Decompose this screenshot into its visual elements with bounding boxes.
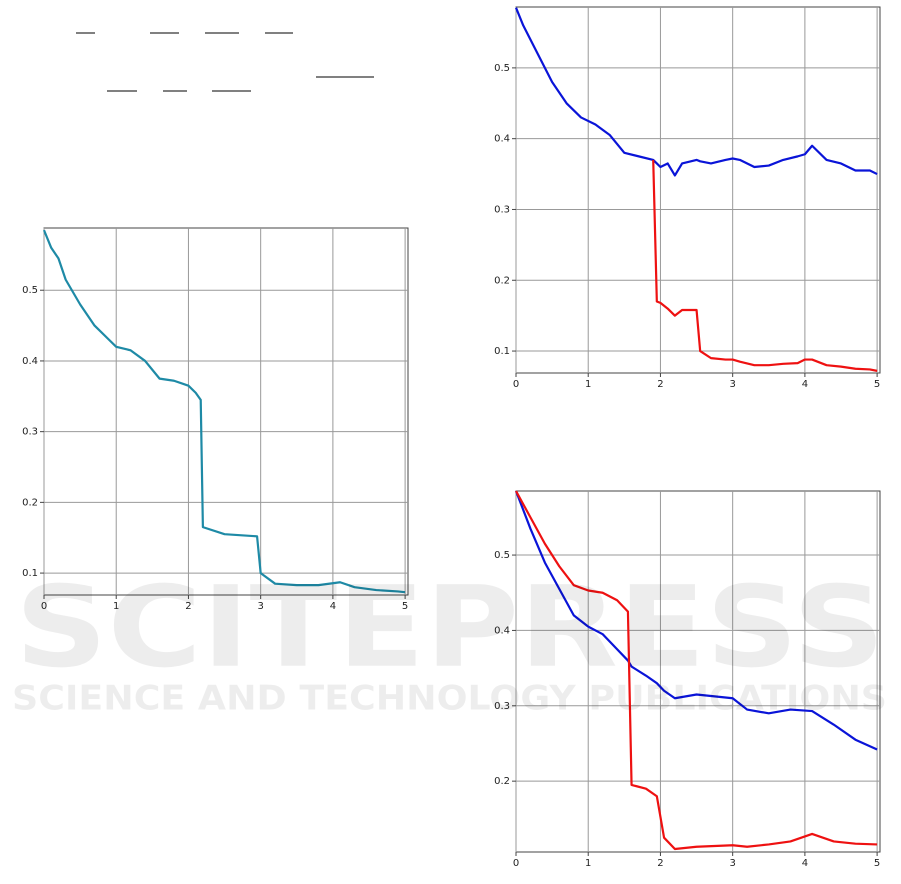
y-tick-label: 0.5	[494, 63, 510, 74]
plot-area	[515, 490, 881, 853]
x-tick-label: 3	[729, 858, 735, 869]
y-tick-label: 0.5	[494, 550, 510, 561]
x-tick-label: 5	[874, 858, 880, 869]
x-tick-label: 4	[802, 379, 808, 390]
chart: 0 1 2 3 4 5 0.2 0.3 0.4 0.5	[494, 490, 881, 869]
x-tick-label: 0	[41, 601, 47, 612]
x-tick-label: 1	[585, 858, 591, 869]
y-tick-label: 0.2	[494, 275, 510, 286]
watermark-subtitle: SCIENCE AND TECHNOLOGY PUBLICATIONS	[12, 679, 887, 719]
x-tick-label: 5	[402, 601, 408, 612]
x-tick-label: 1	[585, 379, 591, 390]
y-tick-label: 0.4	[22, 356, 38, 367]
x-tick-label: 1	[113, 601, 119, 612]
plot-area	[43, 227, 409, 596]
y-tick-label: 0.1	[494, 346, 510, 357]
y-tick-label: 0.3	[494, 204, 510, 215]
data-line	[652, 159, 878, 372]
data-line	[514, 7, 878, 177]
chart: 0 1 2 3 4 5 0.1 0.2 0.3 0.4 0.5	[494, 6, 881, 390]
equation-fragments	[76, 32, 374, 92]
y-tick-label: 0.5	[22, 285, 38, 296]
y-tick-label: 0.3	[22, 427, 38, 438]
x-tick-label: 4	[330, 601, 336, 612]
x-tick-label: 4	[802, 858, 808, 869]
x-tick-label: 5	[874, 379, 880, 390]
y-tick-label: 0.4	[494, 625, 510, 636]
data-line	[42, 229, 406, 594]
x-tick-label: 2	[657, 858, 663, 869]
y-tick-label: 0.4	[494, 134, 510, 145]
data-line	[515, 490, 878, 851]
data-line	[514, 490, 878, 751]
y-tick-label: 0.2	[494, 776, 510, 787]
y-tick-label: 0.1	[22, 568, 38, 579]
y-tick-label: 0.3	[494, 701, 510, 712]
x-tick-label: 0	[513, 858, 519, 869]
watermark-title: SCITEPRESS	[15, 563, 885, 693]
x-tick-label: 2	[185, 601, 191, 612]
x-tick-label: 0	[513, 379, 519, 390]
charts: 0 1 2 3 4 50.10.20.30.40.50 1 2 3 4 50.10.20.30.40…	[22, 6, 881, 869]
x-tick-label: 3	[729, 379, 735, 390]
y-tick-label: 0.2	[22, 497, 38, 508]
x-tick-label: 3	[257, 601, 263, 612]
chart: 0 1 2 3 4 5 0.1 0.2 0.3 0.4 0.5	[22, 227, 409, 612]
x-tick-label: 2	[657, 379, 663, 390]
